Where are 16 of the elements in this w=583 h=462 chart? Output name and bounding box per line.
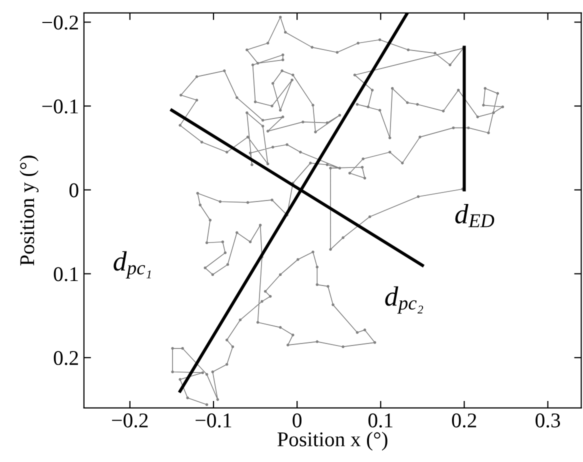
- x-tick-label: 0.1: [368, 413, 392, 428]
- x-tick-label: 0: [292, 413, 302, 428]
- x-tick-label: 0.3: [536, 413, 560, 428]
- y-tick-label: 0.2: [54, 351, 78, 366]
- y-tick-label: −0.2: [42, 16, 78, 30]
- annotation: d$_{ED}$: [455, 204, 494, 228]
- y-tick-label: −0.1: [42, 99, 78, 114]
- annotation: d$_{pc₁}$: [114, 251, 151, 278]
- x-tick-label: −0.2: [112, 413, 148, 428]
- x-axis-title: Position x (°): [278, 432, 388, 451]
- annotation: d$_{pc₂}$: [385, 286, 424, 314]
- y-tick-label: 0.1: [54, 267, 78, 282]
- x-tick-label: 0.2: [452, 413, 476, 428]
- y-axis-title: Position y (°): [20, 156, 39, 266]
- y-tick-label: 0: [69, 183, 78, 198]
- x-tick-label: −0.1: [196, 413, 232, 428]
